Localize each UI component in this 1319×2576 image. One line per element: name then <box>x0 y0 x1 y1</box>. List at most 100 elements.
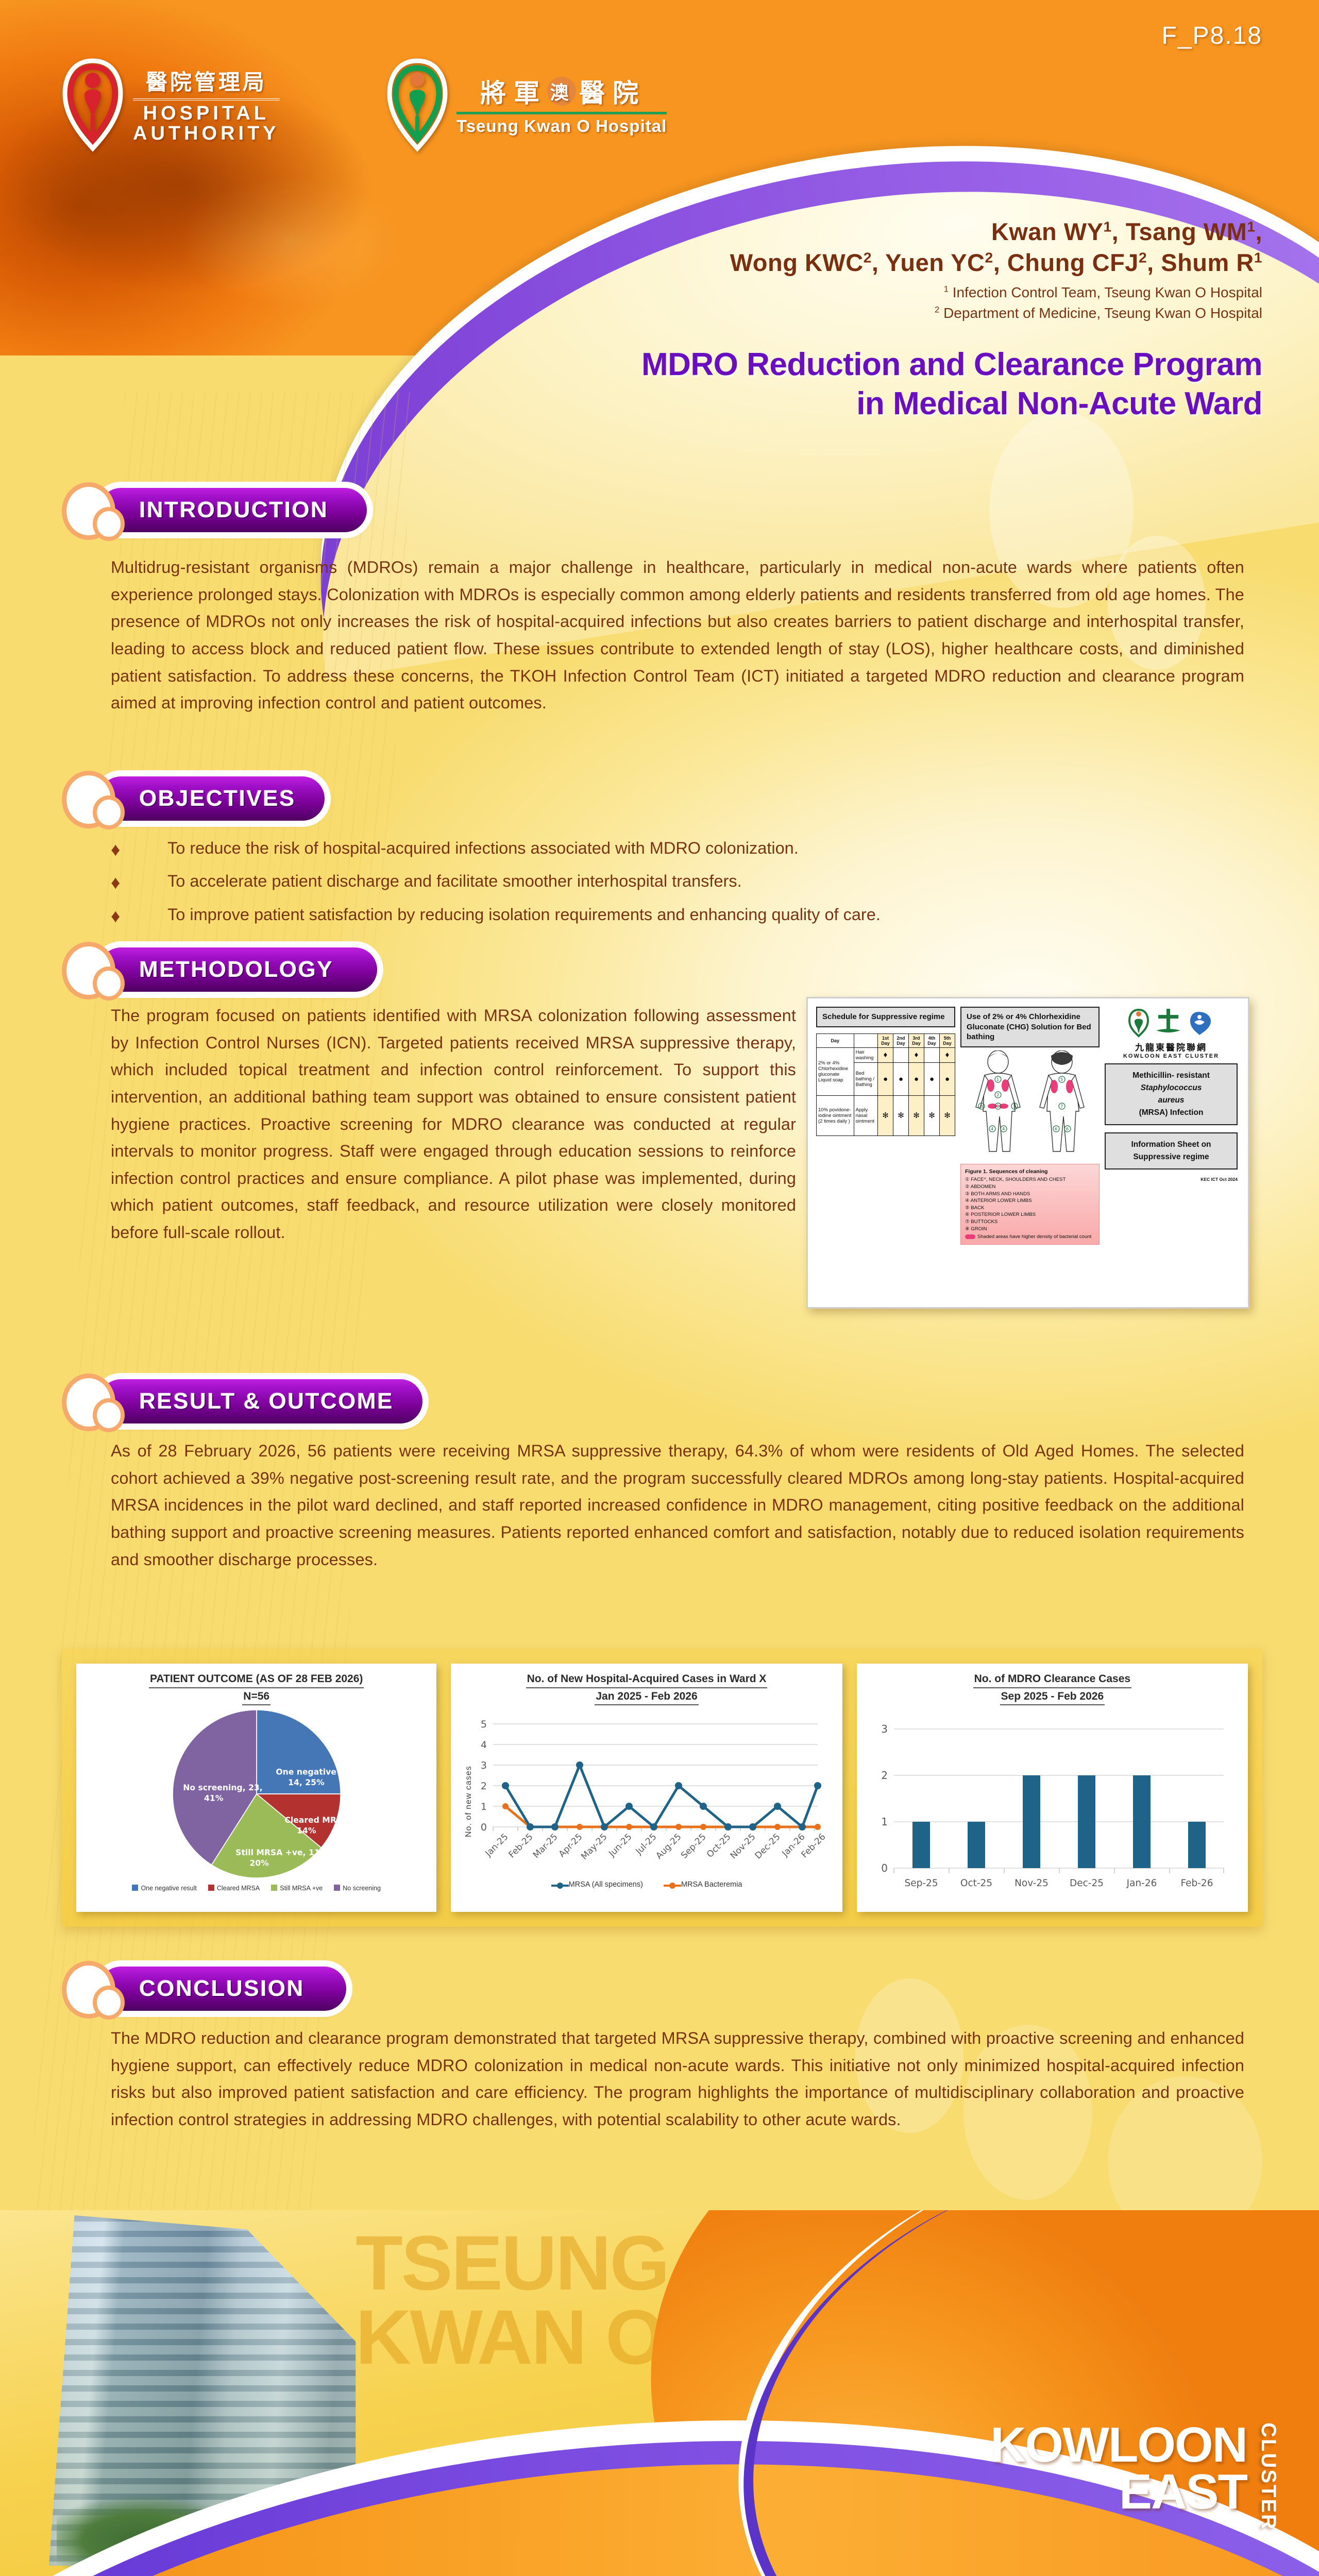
pie-svg: One negative result, 14, 25% Cleared MRS… <box>172 1709 357 1878</box>
bullet-icon: ♦ <box>111 905 121 926</box>
watermark-line-1: TSEUNG <box>356 2219 670 2306</box>
list-item: ④ ANTERIOR LOWER LIMBS <box>965 1198 1032 1204</box>
section-title-introduction: INTRODUCTION <box>139 497 329 522</box>
xtick: Sep-25 <box>904 1878 938 1889</box>
legend-marker-blue <box>551 1883 569 1889</box>
decor-bubble <box>1108 536 1206 670</box>
agent-povidone: 10% povidone-iodine ointment (2 times da… <box>816 1095 854 1136</box>
information-sheet-box: Information Sheet on Suppressive regime <box>1105 1132 1238 1170</box>
ha-divider <box>133 98 280 101</box>
svg-text:1: 1 <box>481 1801 487 1812</box>
tseung-kwan-o-hospital-logo: 將 軍 澳 醫 院 Tseung Kwan O Hospital <box>386 57 667 152</box>
authors-line-2: Wong KWC2, Yuen YC2, Chung CFJ2, Shum R1 <box>730 249 1262 277</box>
legend-item: No screening <box>334 1885 381 1892</box>
bar-chart-title: No. of MDRO Clearance Cases Sep 2025 - F… <box>863 1671 1242 1705</box>
list-item: ♦ To accelerate patient discharge and fa… <box>111 868 1244 897</box>
svg-text:41%: 41% <box>204 1793 224 1803</box>
hospital-authority-wordmark: 醫院管理局 HOSPITAL AUTHORITY <box>133 65 280 144</box>
decor-bubble <box>989 412 1134 608</box>
section-header-introduction: INTRODUCTION <box>61 479 367 541</box>
kowloon-east-cluster-logo: 九龍東醫院聯網 KOWLOON EAST CLUSTER <box>1105 1007 1238 1059</box>
section-header-methodology: METHODOLOGY <box>61 939 377 1001</box>
ring-decoration-icon <box>61 1370 125 1432</box>
schedule-box-title: Schedule for Suppressive regime <box>816 1007 955 1027</box>
table-header-day1: 1st Day <box>877 1033 893 1048</box>
authors-line-1: Kwan WY1, Tsang WM1, <box>991 218 1262 245</box>
section-header-conclusion: CONCLUSION <box>61 1958 346 2020</box>
table-row: 10% povidone-iodine ointment (2 times da… <box>816 1095 955 1136</box>
section-title-objectives: OBJECTIVES <box>139 786 296 811</box>
list-item: ⑥ POSTERIOR LOWER LIMBS <box>965 1212 1036 1218</box>
table-header-day2: 2nd Day <box>893 1033 909 1048</box>
svg-text:1: 1 <box>996 1077 999 1082</box>
mark-d1: ✻ <box>877 1095 893 1136</box>
objective-text: To improve patient satisfaction by reduc… <box>167 905 881 924</box>
title-line-1: MDRO Reduction and Clearance Program <box>641 347 1263 382</box>
mrsa-line-2: Staphylococcus <box>1140 1083 1202 1093</box>
affiliation-2: 2 Department of Medicine, Tseung Kwan O … <box>934 304 1262 321</box>
svg-text:3: 3 <box>1013 1104 1016 1109</box>
series-mrsa-bacteremia <box>504 1805 818 1828</box>
section-pill-introduction: INTRODUCTION <box>99 488 367 532</box>
svg-text:4: 4 <box>481 1739 487 1751</box>
xtick: Sep-25 <box>679 1832 708 1860</box>
suppressive-schedule-table: Day 1st Day 2nd Day 3rd Day 4th Day 5th … <box>816 1033 955 1136</box>
body-diagram-icon: 1 2 3 3 8 4 4 <box>960 1050 1100 1159</box>
poster-footer: TSEUNG KWAN O HOSP KOWLOON EAST CLUSTER <box>0 2210 1319 2576</box>
line-plot-area: No. of new cases 5 4 3 2 1 0 <box>457 1708 836 1878</box>
line-y-axis-title: No. of new cases <box>464 1766 474 1837</box>
bar-series-clearance <box>912 1775 1206 1868</box>
kec-emblem-icon <box>1128 1008 1211 1038</box>
section-header-objectives: OBJECTIVES <box>61 768 325 829</box>
brand-line-2: EAST <box>1119 2464 1248 2520</box>
xtick: Feb-26 <box>1180 1878 1213 1889</box>
list-item: ① FACE^, NECK, SHOULDERS AND CHEST <box>965 1177 1066 1183</box>
bar-chart-svg: 3 2 1 0 <box>881 1723 1224 1889</box>
mark-d4 <box>924 1047 940 1063</box>
xtick: Jan-25 <box>483 1832 511 1859</box>
result-body: As of 28 February 2026, 56 patients were… <box>111 1442 1244 1569</box>
conclusion-body: The MDRO reduction and clearance program… <box>111 2029 1244 2129</box>
info-sheet-branding-column: 九龍東醫院聯網 KOWLOON EAST CLUSTER Methicillin… <box>1105 1007 1238 1299</box>
legend-item: MRSA Bacteremia <box>663 1880 742 1889</box>
pie-label-still-positive: Still MRSA +ve, 11, <box>235 1848 323 1857</box>
xtick: Aug-25 <box>654 1832 684 1861</box>
mark-d2: ✻ <box>893 1095 909 1136</box>
svg-text:7: 7 <box>1060 1104 1063 1109</box>
author-block: Kwan WY1, Tsang WM1, Wong KWC2, Yuen YC2… <box>541 216 1262 324</box>
line-chart-title: No. of New Hospital-Acquired Cases in Wa… <box>457 1671 836 1705</box>
list-item: ② ABDOMEN <box>965 1184 996 1190</box>
mark-d4: ✻ <box>924 1095 940 1136</box>
table-header-day4: 4th Day <box>924 1033 940 1048</box>
ring-decoration-icon <box>61 479 125 541</box>
mark-d3: ♦ <box>908 1047 924 1063</box>
methodology-body: The program focused on patients identifi… <box>111 1006 796 1242</box>
section-title-methodology: METHODOLOGY <box>139 957 334 982</box>
xtick: Oct-25 <box>960 1878 992 1889</box>
xtick: Jun-25 <box>607 1832 634 1859</box>
mrsa-line-3: aureus <box>1158 1096 1185 1105</box>
chart-patient-outcome-pie: PATIENT OUTCOME (AS OF 28 FEB 2026) N=56 <box>76 1664 437 1912</box>
xtick: May-25 <box>579 1832 609 1861</box>
objectives-list: ♦ To reduce the risk of hospital-acquire… <box>111 835 1244 934</box>
svg-text:5: 5 <box>481 1719 487 1730</box>
svg-text:6: 6 <box>1066 1127 1069 1131</box>
kec-chinese-name: 九龍東醫院聯網 <box>1135 1043 1207 1053</box>
kec-english-name: KOWLOON EAST CLUSTER <box>1123 1053 1220 1059</box>
list-item: ⑤ BACK <box>965 1205 985 1211</box>
bar-plot-area: 3 2 1 0 <box>863 1708 1242 1904</box>
mark-d5: ✻ <box>939 1095 955 1136</box>
svg-text:3: 3 <box>980 1104 983 1109</box>
svg-text:4: 4 <box>991 1127 993 1131</box>
section-pill-objectives: OBJECTIVES <box>99 776 325 821</box>
pie-label-cleared: Cleared MRSA, 8, <box>284 1815 357 1825</box>
legend-item: Still MRSA +ve <box>271 1885 323 1892</box>
mark-d3: ✻ <box>908 1095 924 1136</box>
action-nasal-ointment: Apply nasal ointment <box>853 1095 878 1136</box>
ring-decoration-icon <box>61 939 125 1001</box>
action-bed-bathing: Bed bathing / Bathing <box>853 1062 878 1096</box>
title-line-2: in Medical Non-Acute Ward <box>856 385 1262 421</box>
svg-text:5: 5 <box>1060 1077 1063 1082</box>
hospital-name-watermark: TSEUNG KWAN O <box>356 2219 974 2376</box>
